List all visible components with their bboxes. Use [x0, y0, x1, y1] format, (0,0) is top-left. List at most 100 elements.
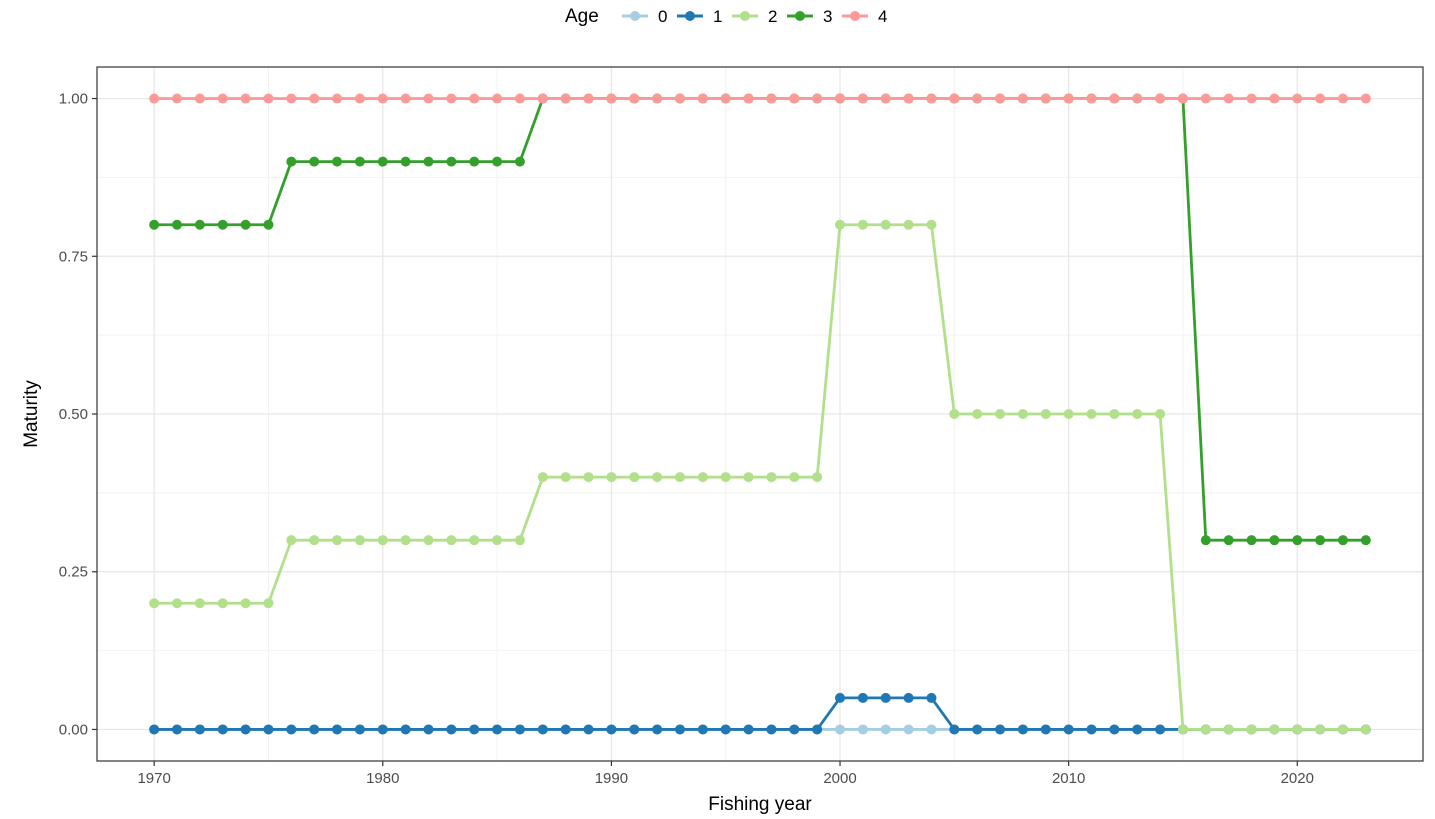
legend-item-age-2: 2 — [732, 7, 777, 26]
data-point — [903, 692, 914, 703]
y-tick-label: 0.50 — [59, 406, 88, 423]
data-point — [720, 724, 731, 735]
data-point — [652, 472, 663, 483]
data-point — [354, 156, 365, 167]
data-point — [309, 535, 320, 546]
data-point — [880, 692, 891, 703]
data-point — [469, 156, 480, 167]
data-point — [1109, 409, 1120, 419]
data-point — [537, 472, 548, 483]
data-point — [400, 93, 411, 104]
series-line — [154, 223, 1366, 731]
data-point — [857, 219, 868, 230]
data-point — [286, 93, 297, 104]
data-point — [674, 724, 685, 735]
x-axis: 1970 1980 1990 2000 2010 2020 — [137, 761, 1314, 787]
data-point — [743, 472, 754, 483]
data-point — [812, 472, 823, 483]
data-point — [1269, 93, 1280, 104]
data-point — [492, 93, 503, 104]
data-point — [423, 535, 434, 546]
series-age-4 — [149, 93, 1371, 104]
legend-key-point — [850, 11, 860, 21]
data-point — [972, 409, 983, 419]
series-age-2 — [149, 219, 1371, 735]
data-point — [332, 724, 343, 735]
x-axis-title: Fishing year — [708, 794, 812, 815]
data-point — [446, 535, 457, 546]
data-point — [835, 692, 846, 703]
data-point — [1315, 724, 1326, 735]
legend-item-age-3: 3 — [787, 7, 832, 26]
data-point — [835, 219, 846, 230]
data-point — [835, 93, 846, 104]
data-point — [1360, 93, 1371, 104]
data-point — [309, 93, 320, 104]
data-point — [1200, 724, 1211, 735]
data-point — [240, 219, 251, 230]
data-point — [1063, 409, 1074, 419]
data-point — [1177, 724, 1188, 735]
data-point — [217, 598, 228, 609]
data-point — [423, 156, 434, 167]
y-tick-label: 0.25 — [59, 564, 88, 581]
legend-key-point — [740, 11, 750, 21]
data-point — [1337, 93, 1348, 104]
data-point — [812, 93, 823, 104]
data-point — [286, 535, 297, 546]
legend-label: 4 — [878, 7, 887, 26]
data-point — [1246, 724, 1257, 735]
data-point — [194, 93, 205, 104]
data-point — [514, 535, 525, 546]
y-axis: 0.00 0.25 0.50 0.75 1.00 — [59, 91, 97, 738]
data-point — [354, 93, 365, 104]
data-point — [903, 93, 914, 104]
data-point — [1017, 93, 1028, 104]
data-point — [217, 724, 228, 735]
data-point — [926, 692, 937, 703]
data-point — [332, 156, 343, 167]
data-point — [514, 93, 525, 104]
data-point — [354, 535, 365, 546]
data-point — [1246, 93, 1257, 104]
data-point — [766, 724, 777, 735]
data-point — [1223, 93, 1234, 104]
data-point — [1063, 93, 1074, 104]
data-point — [1040, 409, 1051, 419]
data-point — [857, 93, 868, 104]
data-point — [149, 219, 160, 230]
data-point — [332, 535, 343, 546]
data-point — [149, 598, 160, 609]
data-point — [743, 93, 754, 104]
data-point — [560, 724, 571, 735]
grid-major — [97, 67, 1423, 761]
data-point — [1109, 93, 1120, 104]
legend-key-point — [795, 11, 805, 21]
legend-item-age-4: 4 — [842, 7, 887, 26]
data-point — [629, 93, 640, 104]
data-point — [194, 724, 205, 735]
data-point — [766, 93, 777, 104]
data-point — [1337, 724, 1348, 735]
data-point — [446, 93, 457, 104]
data-point — [1292, 535, 1303, 546]
data-point — [1155, 724, 1166, 735]
data-point — [1292, 724, 1303, 735]
data-point — [194, 598, 205, 609]
data-point — [1132, 724, 1143, 735]
data-point — [995, 409, 1006, 419]
data-point — [903, 724, 914, 735]
data-point — [789, 93, 800, 104]
data-point — [857, 692, 868, 703]
legend-label: 1 — [713, 7, 722, 26]
data-point — [263, 93, 274, 104]
data-point — [743, 724, 754, 735]
data-point — [583, 724, 594, 735]
data-point — [880, 219, 891, 230]
data-point — [423, 724, 434, 735]
data-point — [1086, 93, 1097, 104]
data-point — [926, 219, 937, 230]
data-point — [240, 93, 251, 104]
data-point — [537, 93, 548, 104]
